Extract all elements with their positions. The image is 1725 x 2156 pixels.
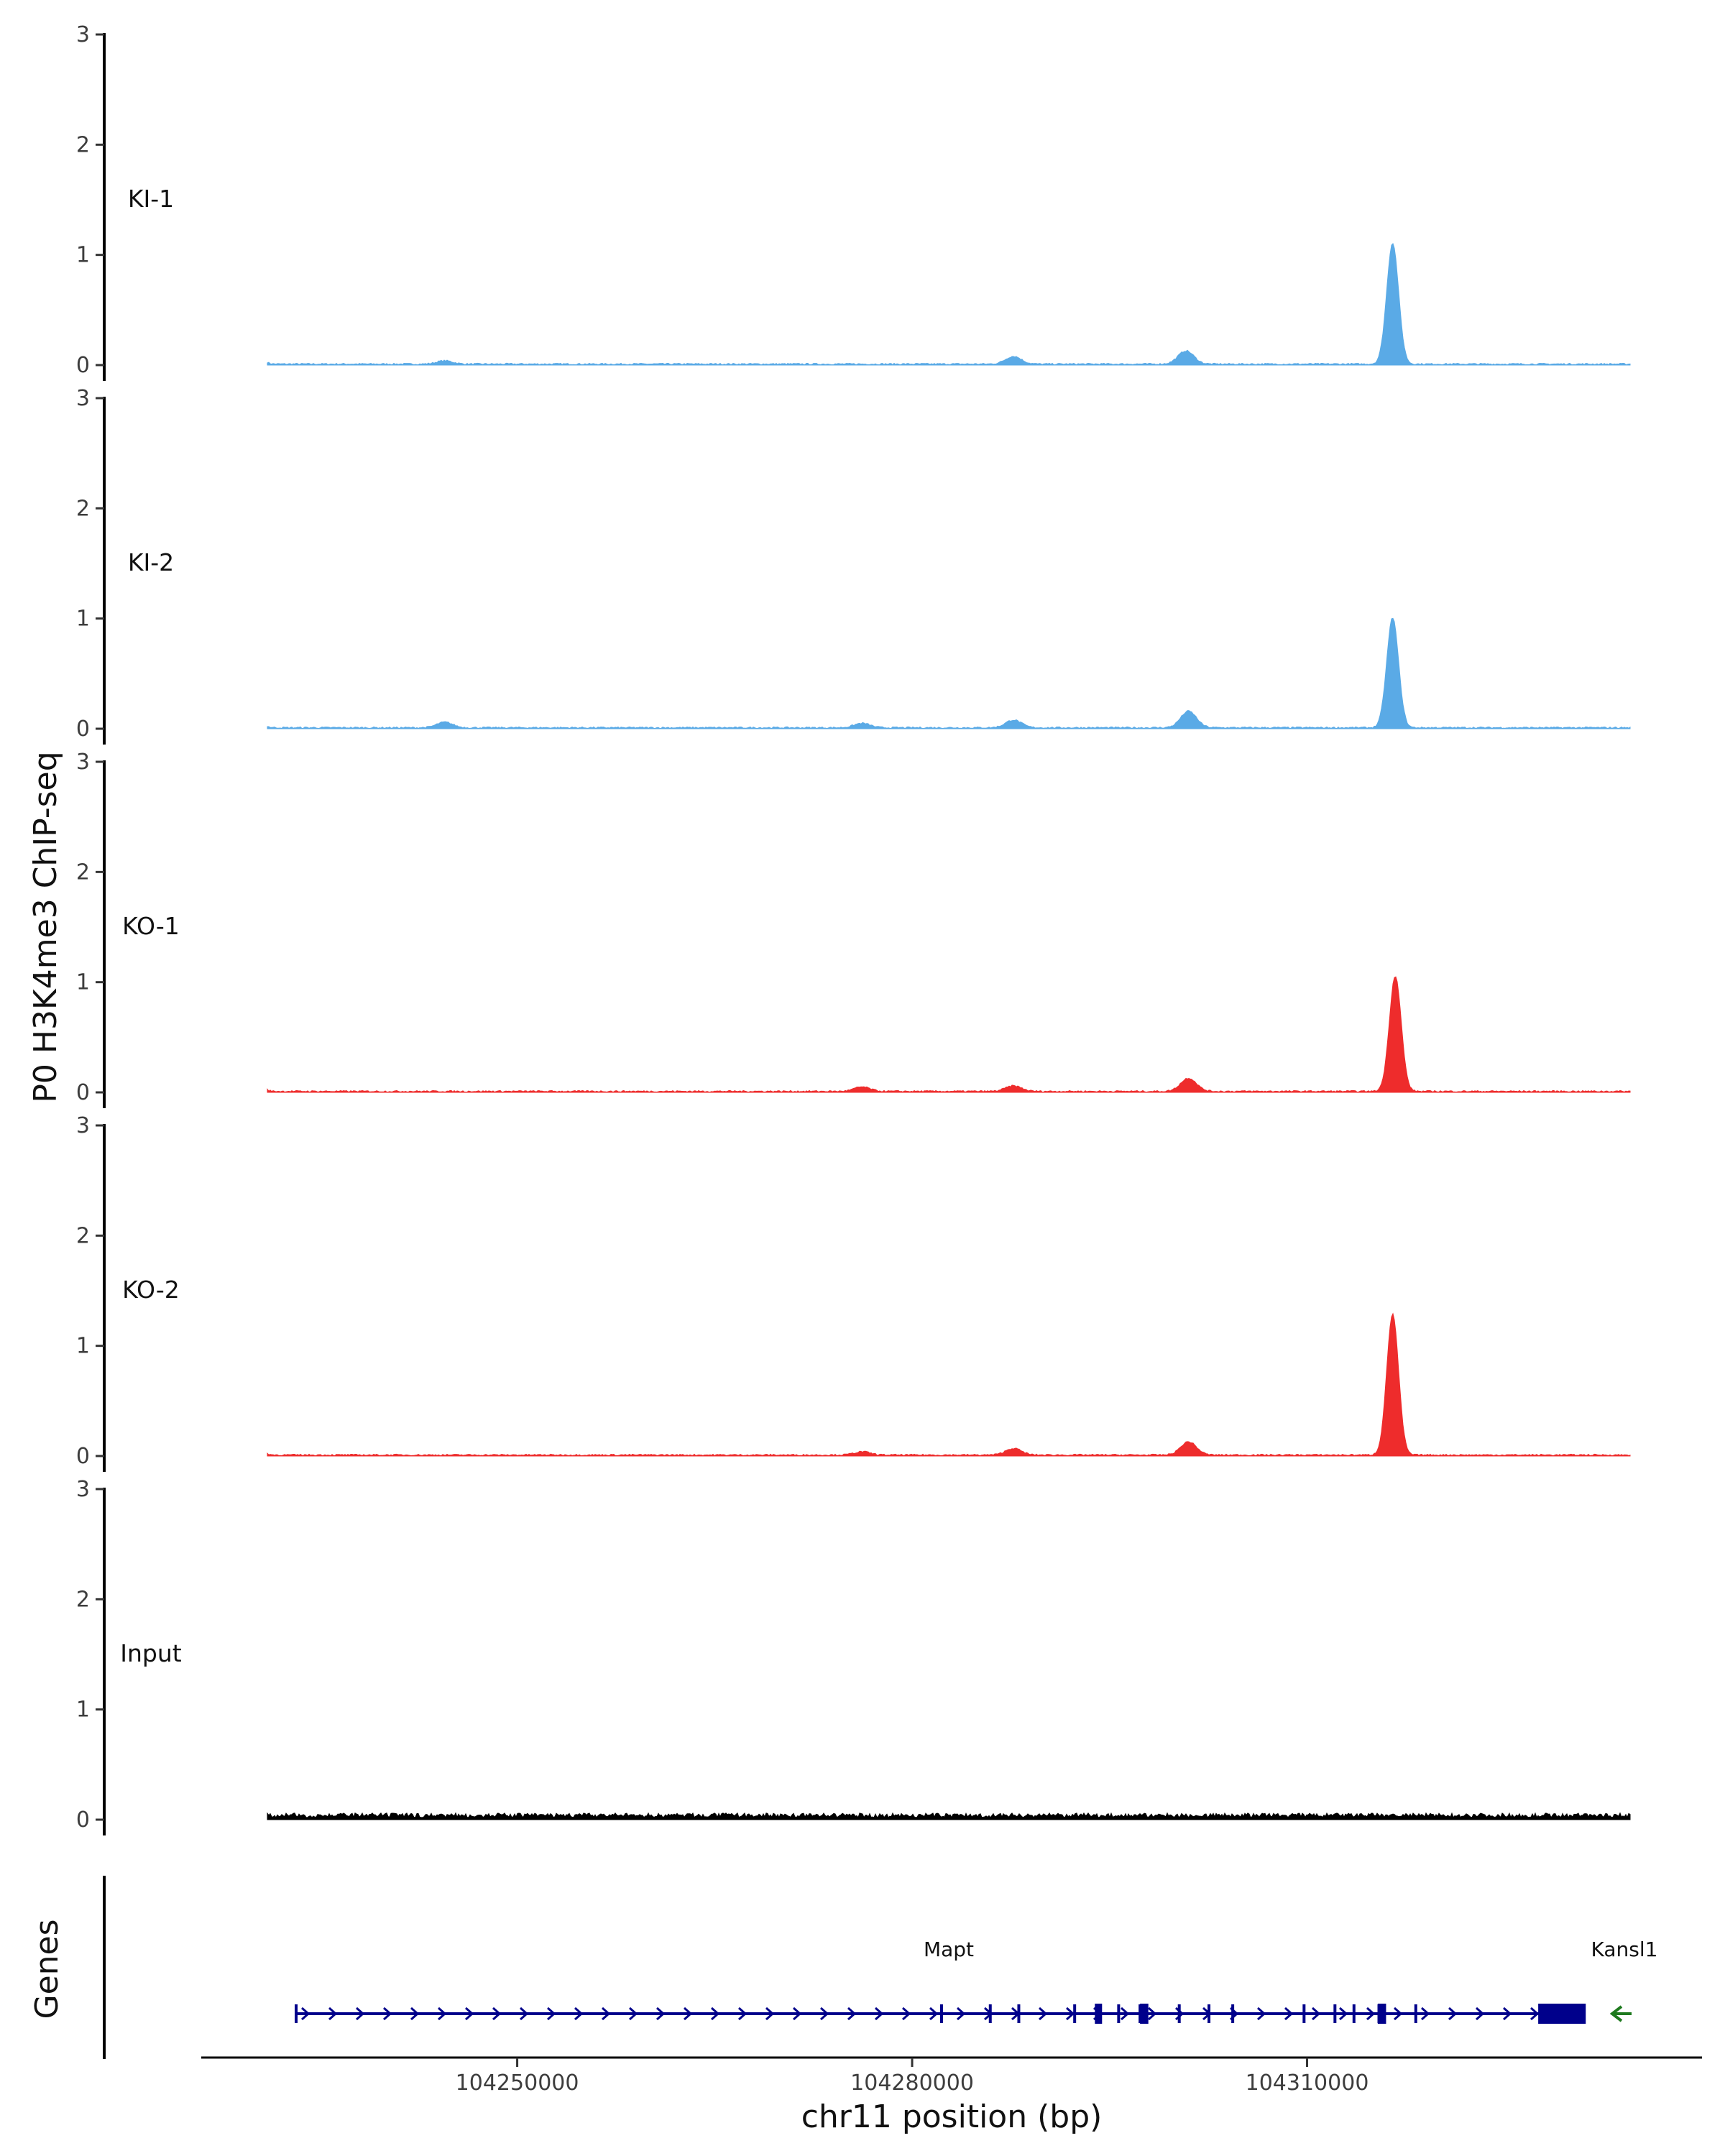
x-axis-title: chr11 position (bp)	[801, 2099, 1103, 2135]
exon-block	[1538, 2004, 1586, 2024]
gene-kansl1-arrow	[1609, 2005, 1623, 2022]
strand-arrow	[847, 2007, 857, 2021]
strand-arrow	[1121, 2007, 1130, 2021]
y-tick-label: 1	[76, 970, 90, 995]
genes-panel-title: Genes	[29, 1919, 65, 2019]
y-tick-label: 2	[76, 1587, 90, 1612]
strand-arrow	[684, 2007, 693, 2021]
strand-arrow	[602, 2007, 611, 2021]
exon-block	[1140, 2004, 1149, 2024]
strand-arrow	[1448, 2007, 1458, 2021]
strand-arrow	[738, 2007, 748, 2021]
strand-arrow	[328, 2007, 338, 2021]
y-tick-label: 0	[76, 1444, 90, 1469]
strand-arrow	[820, 2007, 829, 2021]
y-tick-label: 0	[76, 1807, 90, 1833]
track-ko-2: 0 1 2 3 KO-2	[76, 1113, 1631, 1472]
strand-arrow	[1039, 2007, 1048, 2021]
y-tick-label: 2	[76, 860, 90, 885]
strand-arrow	[1366, 2007, 1376, 2021]
y-tick-label: 1	[76, 243, 90, 268]
y-tick-label: 0	[76, 353, 90, 378]
y-tick-label: 3	[76, 1477, 90, 1502]
track-ki-2: 0 1 2 3 KI-2	[76, 386, 1631, 745]
strand-arrow	[1066, 2007, 1075, 2021]
strand-arrow	[902, 2007, 911, 2021]
strand-arrow	[1476, 2007, 1485, 2021]
strand-arrow	[711, 2007, 720, 2021]
strand-arrow	[574, 2007, 584, 2021]
track-label: KO-2	[122, 1276, 180, 1304]
strand-arrow	[793, 2007, 802, 2021]
y-tick-label: 1	[76, 1334, 90, 1359]
x-tick-label: 104280000	[850, 2070, 974, 2096]
signal-area-ko-1	[267, 976, 1631, 1093]
gene-kansl1-label: Kansl1	[1591, 1938, 1658, 1961]
y-tick-label: 2	[76, 1223, 90, 1248]
x-tick-label: 104310000	[1246, 2070, 1369, 2096]
exon-block	[1095, 2004, 1103, 2024]
y-axis-title: P0 H3K4me3 ChIP-seq	[27, 751, 64, 1102]
y-tick-label: 3	[76, 386, 90, 411]
y-tick-label: 2	[76, 132, 90, 157]
signal-area-ko-2	[267, 1312, 1631, 1457]
strand-arrow	[383, 2007, 392, 2021]
strand-arrow	[301, 2007, 310, 2021]
track-ki-1: 0 1 2 3 KI-1	[76, 22, 1631, 381]
strand-arrow	[1339, 2007, 1348, 2021]
strand-arrow	[1503, 2007, 1512, 2021]
strand-arrow	[492, 2007, 502, 2021]
strand-arrow	[1284, 2007, 1294, 2021]
strand-arrow	[1394, 2007, 1403, 2021]
strand-arrow	[1421, 2007, 1430, 2021]
y-tick-label: 0	[76, 717, 90, 742]
strand-arrow	[656, 2007, 666, 2021]
strand-arrow	[520, 2007, 529, 2021]
track-input: 0 1 2 3 Input	[76, 1477, 1631, 1835]
strand-arrow	[929, 2007, 939, 2021]
strand-arrow	[1312, 2007, 1321, 2021]
strand-arrow	[410, 2007, 420, 2021]
track-label: Input	[120, 1639, 182, 1667]
strand-arrow	[465, 2007, 474, 2021]
signal-tracks: 0 1 2 3 KI-1 0 1 2 3 KI-2 0 1 2 3 KO-1 0 1 2 3 KO-2 0 1 2 3 Inpu…	[76, 22, 1631, 1835]
strand-arrow	[1530, 2007, 1540, 2021]
y-tick-label: 3	[76, 1113, 90, 1138]
y-tick-label: 3	[76, 750, 90, 775]
strand-arrow	[547, 2007, 556, 2021]
y-tick-label: 2	[76, 496, 90, 521]
track-ko-1: 0 1 2 3 KO-1	[76, 750, 1631, 1108]
strand-arrow	[1257, 2007, 1266, 2021]
strand-arrow	[356, 2007, 365, 2021]
x-axis: chr11 position (bp) 104250000 104280000 10…	[201, 2056, 1702, 2135]
strand-arrow	[1148, 2007, 1157, 2021]
exon-block	[1377, 2004, 1386, 2024]
genes-panel: Genes Mapt Kansl1	[29, 1876, 1657, 2059]
track-label: KI-1	[128, 185, 174, 213]
track-label: KI-2	[128, 548, 174, 576]
strand-arrow	[765, 2007, 775, 2021]
signal-area-ki-1	[267, 243, 1631, 366]
y-tick-label: 1	[76, 1697, 90, 1723]
gene-mapt: Mapt	[295, 1938, 1586, 2024]
strand-arrow	[438, 2007, 447, 2021]
y-tick-label: 0	[76, 1080, 90, 1105]
y-tick-label: 1	[76, 607, 90, 632]
y-tick-label: 3	[76, 22, 90, 47]
signal-area-input	[267, 1812, 1631, 1820]
gene-mapt-label: Mapt	[924, 1938, 974, 1961]
strand-arrow	[957, 2007, 966, 2021]
track-label: KO-1	[122, 912, 180, 940]
strand-arrow	[875, 2007, 884, 2021]
gene-kansl1: Kansl1	[1591, 1938, 1658, 2022]
strand-arrow	[629, 2007, 638, 2021]
signal-area-ki-2	[267, 617, 1631, 729]
x-tick-label: 104250000	[456, 2070, 579, 2096]
